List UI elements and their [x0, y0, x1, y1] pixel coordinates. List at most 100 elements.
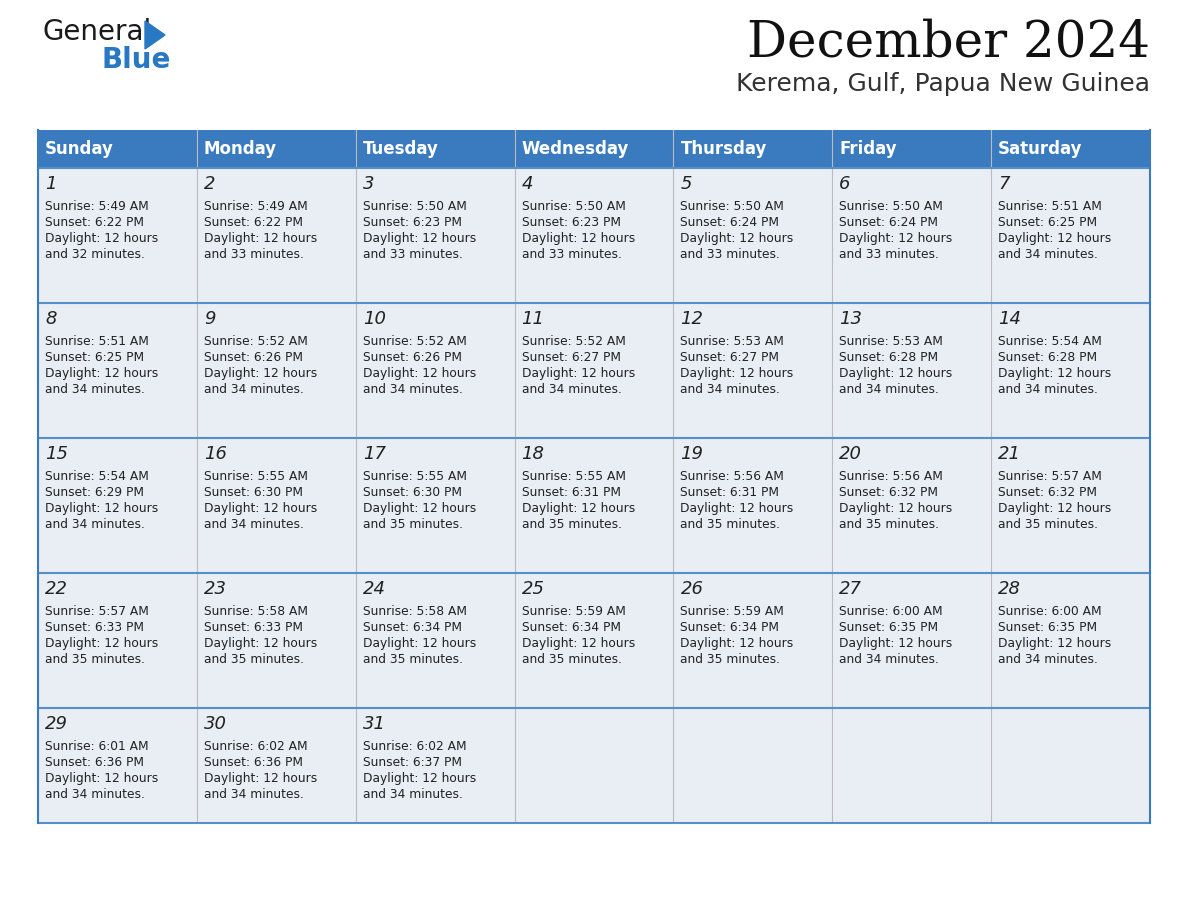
Text: Sunrise: 5:58 AM: Sunrise: 5:58 AM: [204, 605, 308, 618]
Text: Kerema, Gulf, Papua New Guinea: Kerema, Gulf, Papua New Guinea: [737, 72, 1150, 96]
Text: Sunset: 6:30 PM: Sunset: 6:30 PM: [362, 486, 462, 499]
Bar: [38, 708, 1150, 823]
Text: Sunset: 6:31 PM: Sunset: 6:31 PM: [522, 486, 620, 499]
Text: and 34 minutes.: and 34 minutes.: [839, 653, 940, 666]
Bar: [38, 573, 1150, 708]
Text: Sunset: 6:35 PM: Sunset: 6:35 PM: [998, 621, 1098, 634]
Text: Daylight: 12 hours: Daylight: 12 hours: [522, 637, 634, 650]
Text: Wednesday: Wednesday: [522, 140, 628, 158]
Text: Sunrise: 6:01 AM: Sunrise: 6:01 AM: [45, 740, 148, 753]
Text: 28: 28: [998, 580, 1022, 598]
Text: 12: 12: [681, 310, 703, 328]
Text: and 35 minutes.: and 35 minutes.: [204, 653, 304, 666]
Text: Sunrise: 5:50 AM: Sunrise: 5:50 AM: [839, 200, 943, 213]
Text: Daylight: 12 hours: Daylight: 12 hours: [45, 637, 158, 650]
Text: 11: 11: [522, 310, 544, 328]
Text: 5: 5: [681, 175, 691, 193]
Text: Sunrise: 5:51 AM: Sunrise: 5:51 AM: [45, 335, 148, 348]
Text: 20: 20: [839, 445, 862, 463]
Text: Sunrise: 6:00 AM: Sunrise: 6:00 AM: [998, 605, 1101, 618]
Text: Sunday: Sunday: [45, 140, 114, 158]
Text: Daylight: 12 hours: Daylight: 12 hours: [362, 502, 476, 515]
Text: Sunset: 6:27 PM: Sunset: 6:27 PM: [681, 351, 779, 364]
Text: and 35 minutes.: and 35 minutes.: [839, 518, 940, 531]
Text: Sunset: 6:26 PM: Sunset: 6:26 PM: [362, 351, 462, 364]
Text: Sunrise: 5:56 AM: Sunrise: 5:56 AM: [681, 470, 784, 483]
Text: and 34 minutes.: and 34 minutes.: [998, 653, 1098, 666]
Text: Sunset: 6:35 PM: Sunset: 6:35 PM: [839, 621, 939, 634]
Text: Daylight: 12 hours: Daylight: 12 hours: [204, 367, 317, 380]
Text: and 34 minutes.: and 34 minutes.: [45, 788, 145, 801]
Text: Sunrise: 5:50 AM: Sunrise: 5:50 AM: [362, 200, 467, 213]
Text: Sunrise: 5:57 AM: Sunrise: 5:57 AM: [998, 470, 1102, 483]
Text: Sunrise: 5:59 AM: Sunrise: 5:59 AM: [681, 605, 784, 618]
Text: Sunset: 6:34 PM: Sunset: 6:34 PM: [522, 621, 620, 634]
Text: 2: 2: [204, 175, 215, 193]
Text: and 34 minutes.: and 34 minutes.: [45, 383, 145, 396]
Text: Daylight: 12 hours: Daylight: 12 hours: [204, 637, 317, 650]
Text: Daylight: 12 hours: Daylight: 12 hours: [681, 232, 794, 245]
Text: Sunrise: 6:02 AM: Sunrise: 6:02 AM: [204, 740, 308, 753]
Text: Sunset: 6:25 PM: Sunset: 6:25 PM: [998, 216, 1098, 229]
Text: Sunset: 6:31 PM: Sunset: 6:31 PM: [681, 486, 779, 499]
Text: and 35 minutes.: and 35 minutes.: [681, 653, 781, 666]
Text: 21: 21: [998, 445, 1022, 463]
Text: and 32 minutes.: and 32 minutes.: [45, 248, 145, 261]
Text: and 35 minutes.: and 35 minutes.: [681, 518, 781, 531]
Text: 13: 13: [839, 310, 862, 328]
Text: Daylight: 12 hours: Daylight: 12 hours: [681, 502, 794, 515]
Text: and 35 minutes.: and 35 minutes.: [362, 653, 462, 666]
Text: 8: 8: [45, 310, 57, 328]
Text: Daylight: 12 hours: Daylight: 12 hours: [998, 637, 1112, 650]
Text: Daylight: 12 hours: Daylight: 12 hours: [204, 232, 317, 245]
Text: Sunrise: 5:56 AM: Sunrise: 5:56 AM: [839, 470, 943, 483]
Text: Saturday: Saturday: [998, 140, 1082, 158]
Text: Sunrise: 5:50 AM: Sunrise: 5:50 AM: [681, 200, 784, 213]
Text: Sunrise: 5:49 AM: Sunrise: 5:49 AM: [45, 200, 148, 213]
Text: and 34 minutes.: and 34 minutes.: [998, 248, 1098, 261]
Text: and 33 minutes.: and 33 minutes.: [681, 248, 781, 261]
Text: Daylight: 12 hours: Daylight: 12 hours: [839, 367, 953, 380]
Text: and 34 minutes.: and 34 minutes.: [204, 383, 304, 396]
Text: and 34 minutes.: and 34 minutes.: [522, 383, 621, 396]
Text: Daylight: 12 hours: Daylight: 12 hours: [681, 367, 794, 380]
Text: Sunset: 6:32 PM: Sunset: 6:32 PM: [998, 486, 1098, 499]
Text: Sunrise: 5:58 AM: Sunrise: 5:58 AM: [362, 605, 467, 618]
Text: 26: 26: [681, 580, 703, 598]
Text: Sunrise: 5:54 AM: Sunrise: 5:54 AM: [45, 470, 148, 483]
Text: Sunset: 6:25 PM: Sunset: 6:25 PM: [45, 351, 144, 364]
Text: 14: 14: [998, 310, 1022, 328]
Text: Sunset: 6:32 PM: Sunset: 6:32 PM: [839, 486, 939, 499]
Text: Sunset: 6:22 PM: Sunset: 6:22 PM: [204, 216, 303, 229]
Text: 24: 24: [362, 580, 386, 598]
Text: and 35 minutes.: and 35 minutes.: [522, 653, 621, 666]
Text: Sunset: 6:27 PM: Sunset: 6:27 PM: [522, 351, 620, 364]
Text: 17: 17: [362, 445, 386, 463]
Text: 1: 1: [45, 175, 57, 193]
Text: Sunset: 6:28 PM: Sunset: 6:28 PM: [998, 351, 1098, 364]
Text: and 34 minutes.: and 34 minutes.: [45, 518, 145, 531]
Text: Daylight: 12 hours: Daylight: 12 hours: [522, 502, 634, 515]
Text: Daylight: 12 hours: Daylight: 12 hours: [362, 367, 476, 380]
Text: and 35 minutes.: and 35 minutes.: [45, 653, 145, 666]
Text: 31: 31: [362, 715, 386, 733]
Text: Daylight: 12 hours: Daylight: 12 hours: [522, 232, 634, 245]
Text: Sunrise: 5:54 AM: Sunrise: 5:54 AM: [998, 335, 1102, 348]
Text: and 35 minutes.: and 35 minutes.: [522, 518, 621, 531]
Text: 23: 23: [204, 580, 227, 598]
Polygon shape: [145, 21, 165, 49]
Text: and 35 minutes.: and 35 minutes.: [362, 518, 462, 531]
Text: Sunset: 6:28 PM: Sunset: 6:28 PM: [839, 351, 939, 364]
Text: 10: 10: [362, 310, 386, 328]
Text: Sunset: 6:33 PM: Sunset: 6:33 PM: [45, 621, 144, 634]
Text: Sunrise: 5:55 AM: Sunrise: 5:55 AM: [204, 470, 308, 483]
Text: 29: 29: [45, 715, 68, 733]
Text: Daylight: 12 hours: Daylight: 12 hours: [362, 232, 476, 245]
Text: Daylight: 12 hours: Daylight: 12 hours: [362, 637, 476, 650]
Text: Friday: Friday: [839, 140, 897, 158]
Text: Sunset: 6:24 PM: Sunset: 6:24 PM: [681, 216, 779, 229]
Text: Daylight: 12 hours: Daylight: 12 hours: [998, 367, 1112, 380]
Text: and 35 minutes.: and 35 minutes.: [998, 518, 1098, 531]
Text: Daylight: 12 hours: Daylight: 12 hours: [362, 772, 476, 785]
Text: Tuesday: Tuesday: [362, 140, 438, 158]
